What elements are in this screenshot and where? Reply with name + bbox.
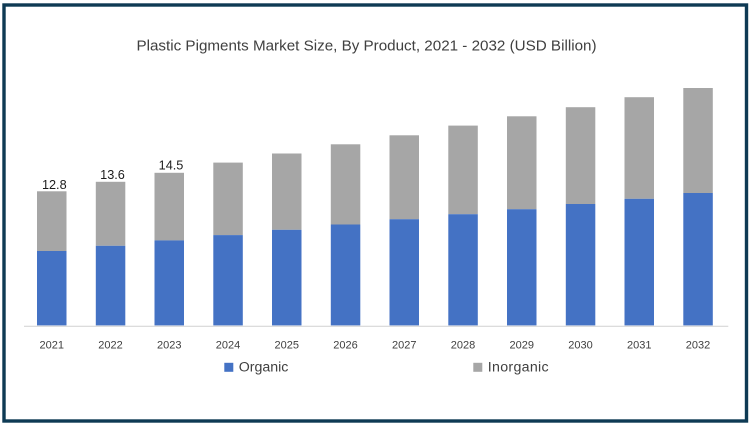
svg-text:Organic: Organic [239, 360, 289, 376]
svg-text:14.5: 14.5 [159, 159, 184, 173]
svg-text:2029: 2029 [510, 340, 534, 352]
svg-text:2028: 2028 [451, 340, 475, 352]
svg-text:Inorganic: Inorganic [488, 360, 549, 376]
svg-text:2026: 2026 [333, 340, 357, 352]
svg-text:2023: 2023 [157, 340, 181, 352]
svg-text:Plastic Pigments Market Size,: Plastic Pigments Market Size, By Product… [136, 37, 596, 54]
svg-text:13.6: 13.6 [100, 168, 125, 182]
svg-text:2032: 2032 [686, 340, 710, 352]
svg-text:2030: 2030 [568, 340, 592, 352]
svg-text:2024: 2024 [216, 340, 240, 352]
svg-text:2027: 2027 [392, 340, 416, 352]
svg-text:12.8: 12.8 [42, 178, 67, 192]
svg-text:2022: 2022 [98, 340, 122, 352]
svg-text:2025: 2025 [275, 340, 299, 352]
svg-text:2021: 2021 [40, 340, 64, 352]
svg-text:2031: 2031 [627, 340, 651, 352]
